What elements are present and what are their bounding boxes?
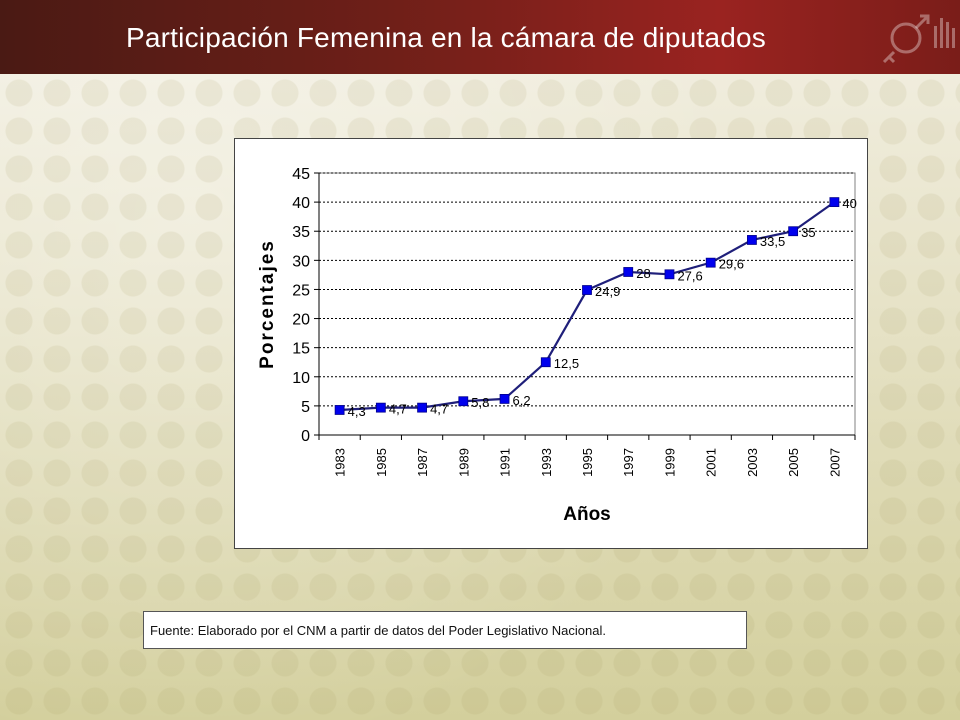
data-label: 4,7 xyxy=(389,402,407,417)
data-point xyxy=(458,396,469,407)
y-axis-title: Porcentajes xyxy=(257,239,278,369)
y-tick-label: 45 xyxy=(292,166,310,183)
y-tick-label: 15 xyxy=(292,341,310,358)
data-label: 29,6 xyxy=(719,257,744,272)
y-tick-label: 35 xyxy=(292,224,310,241)
data-point xyxy=(747,235,757,245)
data-point xyxy=(375,402,386,413)
y-tick-label: 10 xyxy=(292,370,310,387)
data-label: 12,5 xyxy=(554,356,579,371)
x-tick-label: 1995 xyxy=(580,448,595,477)
data-point xyxy=(664,269,675,280)
data-label: 4,7 xyxy=(430,402,448,417)
y-tick-label: 25 xyxy=(292,282,310,299)
x-tick-label: 2005 xyxy=(786,448,801,477)
data-point xyxy=(499,394,510,404)
data-point xyxy=(417,402,427,413)
slide-title: Participación Femenina en la cámara de d… xyxy=(126,22,766,53)
data-point xyxy=(334,405,345,415)
y-tick-label: 0 xyxy=(301,428,310,445)
title-banner: Participación Femenina en la cámara de d… xyxy=(0,0,960,74)
x-tick-label: 1999 xyxy=(662,448,677,477)
data-label: 35 xyxy=(801,225,815,240)
data-point xyxy=(540,357,551,368)
x-tick-label: 1993 xyxy=(539,448,554,477)
x-tick-label: 2007 xyxy=(827,448,842,477)
y-tick-label: 30 xyxy=(292,253,310,270)
y-tick-label: 5 xyxy=(301,399,310,416)
source-note-box: Fuente: Elaborado por el CNM a partir de… xyxy=(143,611,747,649)
x-tick-label: 1983 xyxy=(333,448,348,477)
x-tick-label: 2001 xyxy=(704,448,719,477)
data-label: 24,9 xyxy=(595,284,620,299)
source-note: Fuente: Elaborado por el CNM a partir de… xyxy=(150,623,606,638)
data-point xyxy=(582,285,592,295)
organization-logo-icon xyxy=(882,14,955,64)
data-label: 27,6 xyxy=(677,268,702,283)
x-tick-label: 2003 xyxy=(745,448,760,477)
line-chart: 0 5 10 15 20 25 30 35 40 45 1983 1985 1987 1989 1991 19… xyxy=(257,166,857,525)
x-tick-label: 1989 xyxy=(456,448,471,477)
data-label: 4,3 xyxy=(348,404,366,419)
y-tick-label: 20 xyxy=(292,312,310,329)
x-tick-label: 1997 xyxy=(621,448,636,477)
data-point xyxy=(788,226,799,237)
data-point xyxy=(623,267,634,277)
data-label: 33,5 xyxy=(760,234,785,249)
data-point xyxy=(705,257,716,268)
data-label: 6,2 xyxy=(513,393,531,408)
plot-area xyxy=(318,172,856,436)
x-tick-label: 1987 xyxy=(415,448,430,477)
y-tick-label: 40 xyxy=(292,195,310,212)
data-point xyxy=(829,197,840,208)
chart-container: 0 5 10 15 20 25 30 35 40 45 1983 1985 1987 1989 1991 19… xyxy=(234,138,868,549)
data-label: 5,8 xyxy=(471,395,489,410)
x-tick-label: 1985 xyxy=(374,448,389,477)
x-tick-label: 1991 xyxy=(498,448,513,477)
data-label: 28 xyxy=(636,266,650,281)
x-axis-title: Años xyxy=(563,504,611,525)
data-label: 40 xyxy=(842,196,856,211)
